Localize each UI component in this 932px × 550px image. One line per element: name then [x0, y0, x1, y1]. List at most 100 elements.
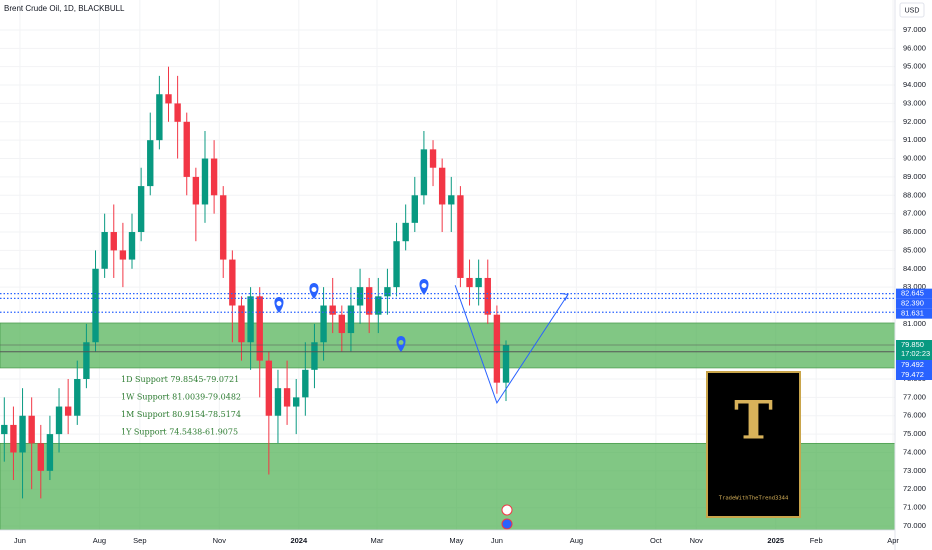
candle-body: [265, 360, 273, 416]
logo-caption: TradeWithTheTrend3344: [719, 496, 789, 502]
support-annotation: 1Y Support 74.5438-61.9075: [121, 428, 238, 437]
candle-body: [402, 222, 409, 242]
marker-icon: [396, 336, 406, 352]
level-label: 79.492: [901, 360, 924, 369]
y-tick-label: 71.000: [903, 503, 926, 512]
candle-body: [46, 434, 54, 471]
candle-body: [365, 287, 373, 315]
event-icon: [501, 504, 513, 516]
x-tick-label: 2025: [767, 536, 784, 545]
candle-body: [147, 140, 154, 187]
x-tick-label: Aug: [93, 536, 106, 545]
candle-body: [238, 305, 245, 343]
candle-body: [274, 388, 282, 416]
candle-body: [293, 397, 300, 407]
candle-body: [420, 149, 428, 196]
level-label: 81.631: [901, 309, 924, 318]
candle-body: [110, 232, 117, 251]
y-tick-label: 70.000: [903, 521, 926, 530]
support-annotation: 1M Support 80.9154-78.5174: [121, 410, 241, 419]
candle-body: [192, 176, 200, 205]
y-tick-label: 93.000: [903, 98, 926, 107]
currency: USD: [905, 7, 920, 14]
y-tick-label: 96.000: [903, 43, 926, 52]
candle-body: [64, 406, 72, 416]
logo-box: [706, 371, 801, 518]
x-tick-label: Nov: [213, 536, 227, 545]
candle-body: [475, 277, 482, 288]
y-tick-label: 86.000: [903, 227, 926, 236]
event-icon: [501, 518, 513, 530]
candle-body: [411, 195, 418, 223]
candle-body: [393, 241, 400, 288]
candle-body: [283, 388, 291, 407]
level-label-bg: [896, 308, 932, 319]
candle-body: [201, 158, 209, 205]
candle-body: [320, 305, 327, 343]
y-tick-label: 72.000: [903, 484, 926, 493]
x-tick-label: Sep: [133, 536, 146, 545]
logo-letter: T: [734, 391, 773, 452]
x-tick-label: 2024: [290, 536, 308, 545]
y-tick-label: 95.000: [903, 62, 926, 71]
candle-body: [174, 103, 181, 122]
plot-area: [0, 0, 896, 530]
candle-body: [37, 443, 44, 471]
candle-body: [493, 314, 501, 383]
y-tick-label: 77.000: [903, 392, 926, 401]
y-tick-label: 92.000: [903, 117, 926, 126]
candle-body: [356, 287, 364, 306]
candle-body: [329, 305, 336, 315]
countdown: 17:02:23: [901, 349, 930, 358]
y-tick-label: 84.000: [903, 264, 926, 273]
y-tick-label: 97.000: [903, 25, 926, 34]
level-label: 82.390: [901, 299, 924, 308]
y-tick-label: 85.000: [903, 245, 926, 254]
x-tick-label: Jun: [14, 536, 26, 545]
y-tick-label: 88.000: [903, 190, 926, 199]
level-label-bg: [896, 298, 932, 309]
currency-box: [899, 2, 925, 18]
candle-body: [256, 296, 263, 361]
level-label: 79.850: [901, 340, 924, 349]
level-label-bg: [896, 340, 932, 361]
candle-body: [101, 232, 108, 269]
y-tick-label: 87.000: [903, 209, 926, 218]
candle-body: [311, 342, 318, 370]
candle-body: [165, 94, 172, 104]
candle-body: [19, 415, 26, 453]
candle-body: [457, 195, 464, 278]
candle-body: [1, 424, 8, 435]
candle-body: [119, 250, 127, 260]
candle-body: [347, 305, 355, 334]
y-tick-label: 90.000: [903, 154, 926, 163]
y-tick-label: 73.000: [903, 466, 926, 475]
candle-body: [375, 296, 382, 315]
x-tick-label: May: [449, 536, 463, 545]
candle-body: [502, 345, 510, 383]
x-tick-label: Apr: [887, 536, 899, 545]
candle-body: [429, 149, 437, 168]
x-tick-label: Aug: [570, 536, 583, 545]
y-tick-label: 76.000: [903, 411, 926, 420]
candle-body: [384, 287, 391, 297]
candle-body: [247, 296, 254, 343]
x-tick-label: Jun: [491, 536, 503, 545]
candle-body: [338, 314, 346, 334]
candle-body: [183, 121, 190, 177]
candle-body: [55, 406, 63, 435]
y-tick-label: 81.000: [903, 319, 926, 328]
x-tick-label: Feb: [810, 536, 823, 545]
candle-body: [28, 415, 35, 444]
pattern-arrowhead: [560, 292, 569, 301]
candle-body: [10, 424, 17, 453]
marker-icon: [419, 279, 429, 295]
candle-body: [220, 195, 227, 260]
support-annotation: 1D Support 79.8545-79.0721: [121, 375, 239, 384]
level-label: 79.472: [901, 370, 924, 379]
y-tick-label: 83.000: [903, 282, 926, 291]
support-annotation: 1W Support 81.0039-79.0482: [121, 393, 241, 402]
candle-body: [466, 277, 473, 288]
support-zone: [0, 322, 896, 369]
